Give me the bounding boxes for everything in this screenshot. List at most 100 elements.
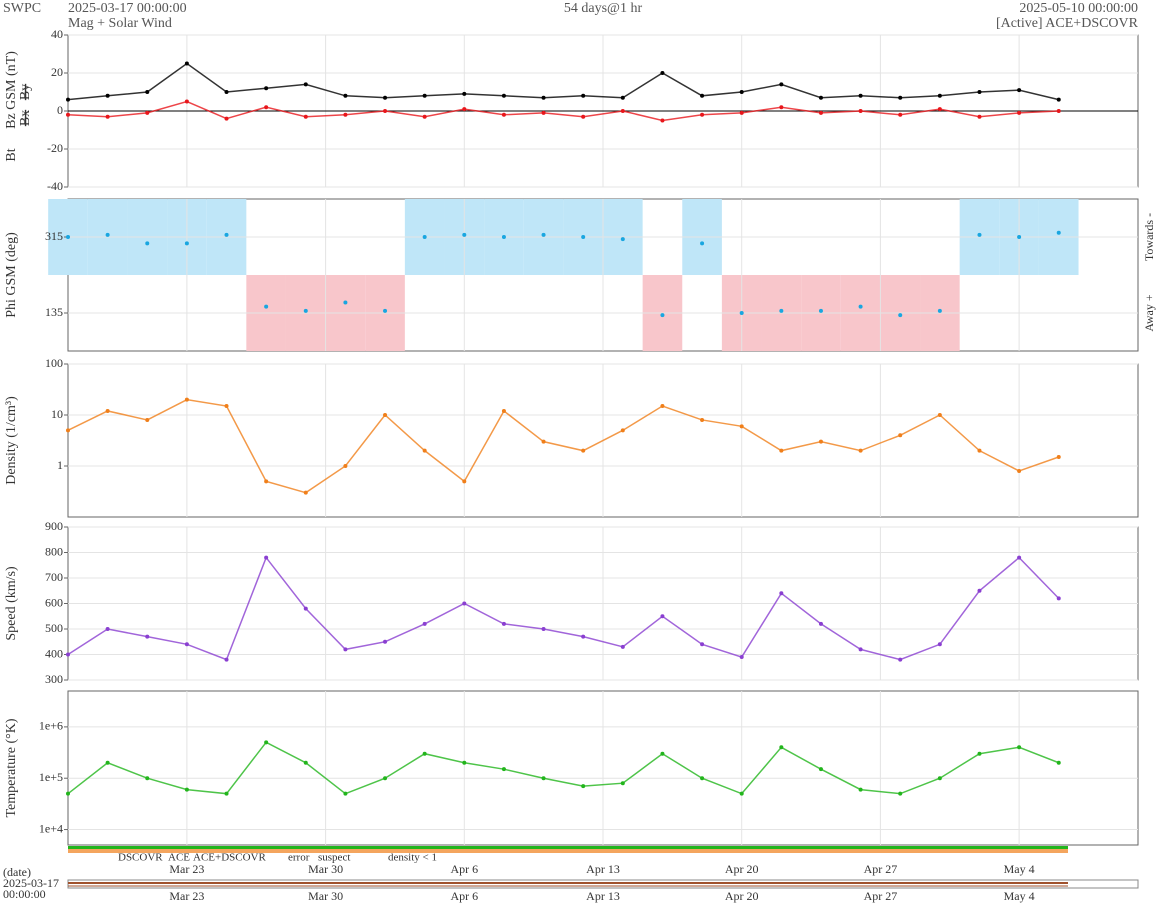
end-time: 2025-05-10 00:00:00 bbox=[1019, 1, 1138, 16]
y-axis-label: Bt bbox=[4, 148, 19, 161]
y-tick-label: 315 bbox=[45, 229, 63, 243]
y-tick-label: 300 bbox=[45, 672, 63, 686]
data-point bbox=[898, 791, 903, 796]
data-point bbox=[264, 105, 269, 110]
data-point bbox=[501, 408, 506, 413]
data-point bbox=[184, 241, 189, 246]
data-point bbox=[818, 95, 823, 100]
data-point bbox=[303, 760, 308, 765]
data-point bbox=[1056, 230, 1061, 235]
y-tick-label: 40 bbox=[51, 27, 63, 41]
data-point bbox=[1017, 235, 1022, 239]
data-point bbox=[541, 627, 546, 631]
start-time: 2025-03-17 00:00:00 bbox=[68, 1, 187, 16]
x-tick-label: Apr 6 bbox=[450, 862, 478, 876]
data-point bbox=[462, 107, 467, 112]
x-tick-label: Apr 20 bbox=[725, 862, 759, 876]
data-point bbox=[383, 639, 388, 644]
data-point bbox=[343, 647, 348, 652]
data-point bbox=[977, 448, 982, 453]
data-point bbox=[858, 109, 863, 113]
x-tick-label: Apr 27 bbox=[864, 889, 898, 903]
data-point bbox=[66, 235, 70, 239]
data-point bbox=[739, 90, 744, 94]
status: [Active] ACE+DSCOVR bbox=[996, 16, 1139, 31]
data-point bbox=[581, 114, 586, 119]
data-point bbox=[462, 91, 467, 96]
data-point bbox=[937, 93, 942, 98]
data-point bbox=[145, 90, 150, 94]
data-point bbox=[264, 304, 269, 309]
product: Mag + Solar Wind bbox=[68, 16, 172, 31]
data-point bbox=[660, 404, 665, 409]
data-point bbox=[184, 642, 189, 647]
y-tick-label: 600 bbox=[45, 595, 63, 609]
data-point bbox=[700, 241, 705, 246]
data-point bbox=[422, 235, 427, 239]
data-point bbox=[224, 90, 229, 94]
data-point bbox=[541, 95, 546, 100]
data-point bbox=[145, 776, 150, 781]
data-point bbox=[739, 110, 744, 115]
data-point bbox=[858, 647, 863, 652]
y-tick-label: -20 bbox=[47, 141, 63, 155]
data-point bbox=[343, 93, 348, 98]
y-axis-label: Density (1/cm³) bbox=[4, 396, 19, 485]
y-axis-label: Phi GSM (deg) bbox=[4, 232, 19, 318]
x-tick-label: Apr 13 bbox=[586, 862, 620, 876]
data-point bbox=[739, 791, 744, 796]
source-legend: ACE+DSCOVR bbox=[193, 852, 266, 864]
span: 54 days@1 hr bbox=[564, 1, 643, 16]
data-point bbox=[898, 95, 903, 100]
data-point bbox=[383, 95, 388, 100]
data-point bbox=[898, 433, 903, 438]
source-legend: suspect bbox=[318, 852, 350, 864]
data-point bbox=[422, 114, 427, 119]
data-point bbox=[264, 86, 269, 91]
source-legend: ACE bbox=[168, 852, 190, 864]
source-legend: error bbox=[288, 852, 310, 864]
data-point bbox=[1056, 109, 1061, 113]
date-label: (date) bbox=[3, 865, 31, 879]
data-point bbox=[898, 313, 903, 318]
data-point bbox=[105, 114, 110, 119]
data-point bbox=[818, 308, 823, 313]
data-point bbox=[422, 448, 427, 453]
data-point bbox=[779, 105, 784, 110]
data-point bbox=[105, 93, 110, 98]
data-point bbox=[541, 439, 546, 444]
x-tick-label: May 4 bbox=[1004, 862, 1035, 876]
data-point bbox=[422, 93, 427, 98]
data-point bbox=[383, 308, 388, 313]
data-point bbox=[66, 791, 70, 796]
data-point bbox=[264, 740, 269, 745]
data-point bbox=[1017, 745, 1022, 750]
data-point bbox=[383, 776, 388, 781]
y-tick-label: 500 bbox=[45, 621, 63, 635]
data-point bbox=[303, 82, 308, 87]
data-point bbox=[779, 308, 784, 313]
data-point bbox=[1017, 110, 1022, 115]
data-point bbox=[224, 232, 229, 237]
data-point bbox=[501, 767, 506, 772]
series-line bbox=[67, 398, 1059, 494]
source-legend: DSCOVR bbox=[118, 852, 163, 864]
data-point bbox=[977, 588, 982, 593]
y-tick-label: 1e+6 bbox=[39, 719, 63, 733]
data-point bbox=[462, 479, 467, 484]
hidden-label: Bx bbox=[18, 110, 33, 126]
data-point bbox=[383, 109, 388, 113]
data-point bbox=[343, 791, 348, 796]
data-point bbox=[858, 93, 863, 98]
data-point bbox=[66, 97, 70, 102]
x-tick-label: Apr 13 bbox=[586, 889, 620, 903]
y-axis-label: Speed (km/s) bbox=[4, 566, 19, 641]
data-point bbox=[184, 397, 189, 402]
data-point bbox=[145, 241, 150, 246]
y-tick-label: 20 bbox=[51, 65, 63, 79]
data-point bbox=[977, 232, 982, 237]
x-tick-label: Apr 27 bbox=[864, 862, 898, 876]
y-axis-label: Bz GSM (nT) bbox=[4, 51, 19, 129]
data-point bbox=[977, 90, 982, 94]
data-point bbox=[145, 417, 150, 422]
